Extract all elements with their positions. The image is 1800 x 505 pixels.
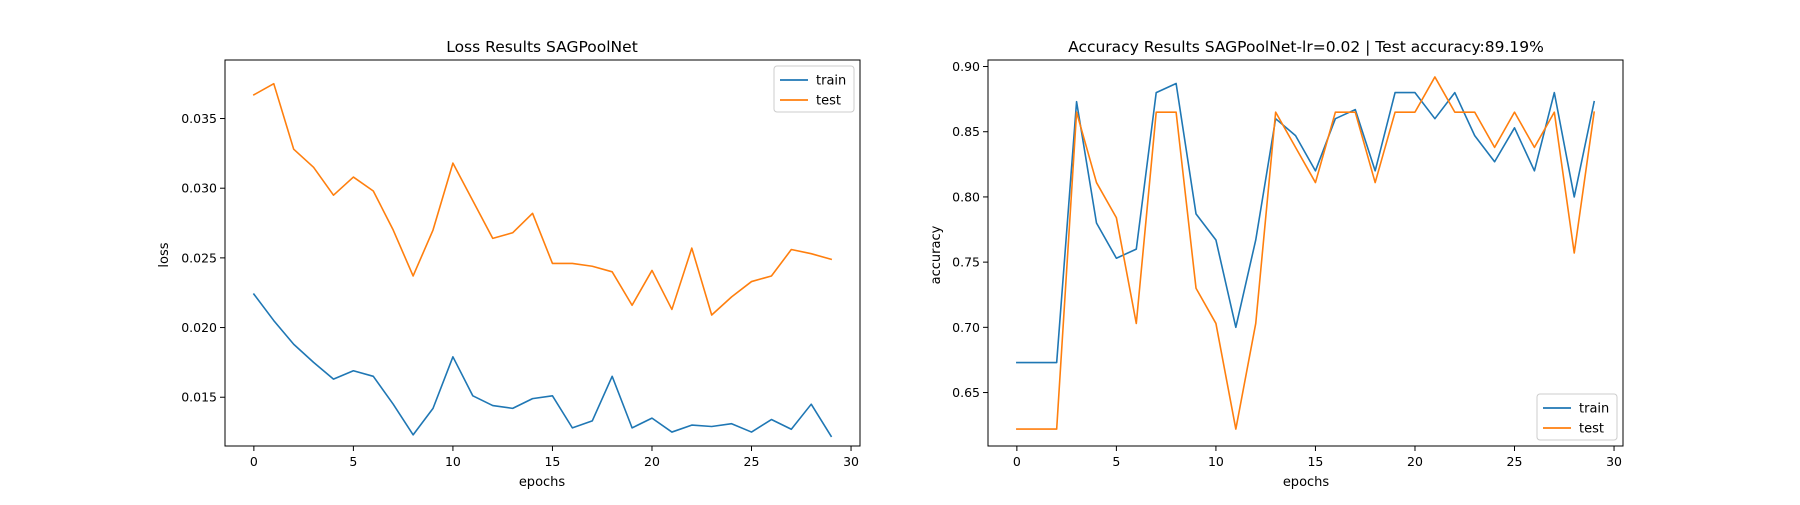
- accuracy-chart-ytick-label: 0.90: [952, 59, 980, 74]
- loss-chart-ytick-label: 0.025: [181, 250, 217, 265]
- loss-chart-ytick-label: 0.015: [181, 390, 217, 405]
- accuracy-chart-ytick-label: 0.70: [952, 320, 980, 335]
- accuracy-chart-xtick-label: 5: [1112, 454, 1120, 469]
- loss-chart-axes-frame: [224, 59, 861, 447]
- accuracy-chart-xtick-label: 0: [1013, 454, 1021, 469]
- loss-chart-title: Loss Results SAGPoolNet: [446, 38, 638, 56]
- accuracy-chart-xtick-label: 15: [1307, 454, 1323, 469]
- loss-chart: Loss Results SAGPoolNet epochs loss 0 5 10…: [157, 38, 861, 490]
- loss-chart-xlabel: epochs: [519, 475, 566, 490]
- accuracy-chart-xtick-label: 20: [1407, 454, 1423, 469]
- accuracy-chart-legend-label-train: train: [1579, 402, 1609, 417]
- accuracy-chart-ytick-label: 0.75: [952, 255, 980, 270]
- accuracy-chart-series-test-line: [1016, 76, 1596, 430]
- loss-chart-ytick-label: 0.035: [181, 111, 217, 126]
- loss-chart-legend: train test: [773, 65, 855, 113]
- loss-chart-xtick-label: 5: [349, 454, 357, 469]
- loss-chart-xtick-label: 20: [644, 454, 660, 469]
- accuracy-chart-xtick-label: 25: [1507, 454, 1523, 469]
- loss-chart-xtick-label: 25: [744, 454, 760, 469]
- loss-chart-legend-label-train: train: [816, 74, 846, 89]
- accuracy-chart: Accuracy Results SAGPoolNet-lr=0.02 | Te…: [929, 38, 1624, 490]
- loss-chart-ytick-label: 0.030: [181, 181, 217, 196]
- loss-chart-ytick-label: 0.020: [181, 320, 217, 335]
- loss-chart-legend-label-test: test: [816, 94, 841, 109]
- accuracy-chart-axes-frame: [987, 59, 1624, 447]
- accuracy-chart-ytick-label: 0.80: [952, 189, 980, 204]
- loss-chart-xtick-label: 10: [445, 454, 461, 469]
- loss-chart-xtick-label: 0: [250, 454, 258, 469]
- accuracy-chart-xtick-label: 30: [1606, 454, 1622, 469]
- accuracy-chart-legend-label-test: test: [1579, 422, 1604, 437]
- accuracy-chart-ytick-label: 0.65: [952, 385, 980, 400]
- accuracy-chart-xlabel: epochs: [1283, 475, 1330, 490]
- accuracy-chart-series-train-line: [1016, 82, 1596, 364]
- accuracy-chart-title: Accuracy Results SAGPoolNet-lr=0.02 | Te…: [1068, 38, 1544, 56]
- loss-chart-xtick-label: 30: [843, 454, 859, 469]
- loss-chart-ylabel: loss: [157, 242, 172, 267]
- accuracy-chart-legend: train test: [1536, 393, 1618, 441]
- loss-chart-series-test-line: [252, 82, 833, 316]
- accuracy-chart-ytick-label: 0.85: [952, 124, 980, 139]
- accuracy-chart-ylabel: accuracy: [929, 225, 944, 284]
- loss-chart-series-train-line: [252, 292, 833, 438]
- loss-chart-xtick-label: 15: [544, 454, 560, 469]
- accuracy-chart-xtick-label: 10: [1208, 454, 1224, 469]
